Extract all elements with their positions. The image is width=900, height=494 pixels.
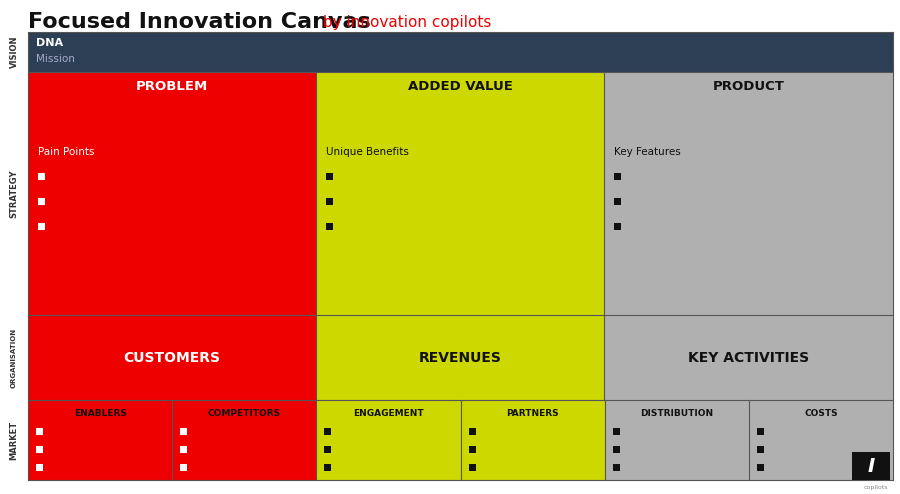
Bar <box>613 464 620 471</box>
Bar <box>469 428 475 435</box>
Bar <box>469 464 475 471</box>
Text: ENABLERS: ENABLERS <box>74 409 127 417</box>
Bar <box>36 446 43 453</box>
Bar <box>614 173 621 180</box>
Bar <box>28 72 316 315</box>
Bar <box>749 400 893 480</box>
Text: Key Features: Key Features <box>614 147 680 157</box>
Bar <box>324 446 331 453</box>
Text: Pain Points: Pain Points <box>38 147 94 157</box>
Bar <box>38 223 45 230</box>
Bar <box>38 173 45 180</box>
Text: ADDED VALUE: ADDED VALUE <box>408 80 512 92</box>
Bar <box>852 452 890 480</box>
Bar <box>0 72 28 315</box>
Text: REVENUES: REVENUES <box>418 351 501 365</box>
Bar <box>614 198 621 205</box>
Bar <box>180 464 187 471</box>
Text: by innovation copilots: by innovation copilots <box>318 14 491 30</box>
Text: VISION: VISION <box>10 36 19 68</box>
Bar <box>316 400 461 480</box>
Text: STRATEGY: STRATEGY <box>10 169 19 218</box>
Bar <box>0 315 28 400</box>
Bar <box>605 400 749 480</box>
Bar <box>613 446 620 453</box>
Text: Mission: Mission <box>36 54 75 64</box>
Bar <box>28 400 172 480</box>
Text: MARKET: MARKET <box>10 420 19 459</box>
Bar <box>36 428 43 435</box>
Bar <box>326 223 333 230</box>
Text: ORGANISATION: ORGANISATION <box>11 328 17 388</box>
Bar <box>172 400 316 480</box>
Text: I: I <box>868 456 875 476</box>
Bar <box>28 315 316 400</box>
Bar <box>461 400 605 480</box>
Bar <box>604 72 893 315</box>
Bar <box>180 446 187 453</box>
Bar <box>36 464 43 471</box>
Text: KEY ACTIVITIES: KEY ACTIVITIES <box>688 351 809 365</box>
Bar <box>326 198 333 205</box>
Bar <box>757 428 764 435</box>
Text: PROBLEM: PROBLEM <box>136 80 208 92</box>
Text: COMPETITORS: COMPETITORS <box>208 409 281 417</box>
Text: COSTS: COSTS <box>804 409 838 417</box>
Bar <box>469 446 475 453</box>
Text: PRODUCT: PRODUCT <box>713 80 785 92</box>
Text: copilots: copilots <box>863 485 888 490</box>
Bar <box>316 72 604 315</box>
Bar <box>604 315 893 400</box>
Bar <box>613 428 620 435</box>
Bar <box>28 32 893 72</box>
Text: DISTRIBUTION: DISTRIBUTION <box>640 409 714 417</box>
Bar <box>0 400 28 480</box>
Bar <box>324 464 331 471</box>
Bar <box>326 173 333 180</box>
Bar <box>757 446 764 453</box>
Text: Focused Innovation Canvas: Focused Innovation Canvas <box>28 12 371 32</box>
Bar <box>324 428 331 435</box>
Bar <box>0 32 28 72</box>
Bar <box>757 464 764 471</box>
Bar <box>180 428 187 435</box>
Bar <box>614 223 621 230</box>
Text: CUSTOMERS: CUSTOMERS <box>123 351 220 365</box>
Bar <box>38 198 45 205</box>
Text: ENGAGEMENT: ENGAGEMENT <box>353 409 424 417</box>
Text: PARTNERS: PARTNERS <box>507 409 559 417</box>
Text: DNA: DNA <box>36 38 63 48</box>
Text: Unique Benefits: Unique Benefits <box>326 147 409 157</box>
Bar <box>316 315 604 400</box>
